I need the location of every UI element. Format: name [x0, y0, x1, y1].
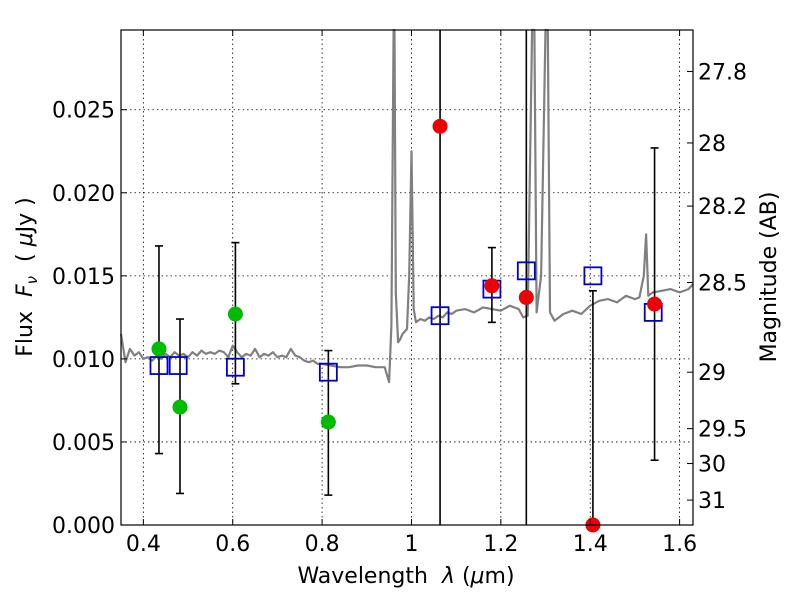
- y-tick-label: 0.020: [52, 182, 115, 207]
- y-tick-label: 0.025: [52, 99, 115, 124]
- y-tick-label: 0.010: [52, 348, 115, 373]
- observed-flux-point: [518, 289, 534, 305]
- observed-flux-points: [151, 118, 663, 533]
- y-tick-label: 0.005: [52, 431, 115, 456]
- model-photometry-point: [149, 356, 169, 375]
- model-photometry-point: [583, 266, 603, 286]
- observed-flux-point: [432, 118, 448, 134]
- y2-tick-label: 27.8: [698, 61, 747, 86]
- x-tick-label: 0.4: [126, 532, 161, 557]
- model-photometry-point: [516, 261, 536, 281]
- model-photometry-point: [168, 356, 188, 375]
- observed-flux-point: [151, 341, 167, 357]
- y2-tick-label: 30: [698, 453, 726, 478]
- y2-tick-label: 29: [698, 361, 726, 386]
- y2-tick-label: 31: [698, 489, 726, 514]
- x-tick-label: 1.4: [573, 532, 608, 557]
- model-photometry-point: [430, 306, 450, 326]
- y-tick-label: 0.015: [52, 265, 115, 290]
- y2-tick-label: 28: [698, 132, 726, 157]
- model-photometry-point: [225, 357, 245, 377]
- observed-flux-point: [484, 278, 500, 294]
- observed-flux-point: [647, 296, 663, 312]
- axis-ticks: 0.4 0.6 0.8 1 1.2 1.4 1.6 0.000 0.005 0.010 0.015 0…: [52, 30, 747, 557]
- y2-tick-label: 29.5: [698, 418, 747, 443]
- x-tick-label: 1.2: [483, 532, 518, 557]
- y2-tick-label: 28.2: [698, 195, 747, 220]
- plot-frame: [120, 29, 694, 526]
- model-photometry-point: [318, 362, 338, 382]
- x-tick-label: 1: [404, 532, 418, 557]
- grid: [121, 30, 693, 525]
- y-tick-label: 0.000: [52, 514, 115, 539]
- x-tick-label: 1.6: [662, 532, 697, 557]
- x-tick-label: 0.6: [215, 532, 250, 557]
- x-axis-title: Wavelength λ (μm): [297, 564, 514, 589]
- observed-flux-point: [227, 306, 243, 322]
- y2-axis-title: Magnitude (AB): [757, 192, 782, 363]
- x-tick-label: 0.8: [305, 532, 340, 557]
- y2-tick-label: 28.5: [698, 271, 747, 296]
- observed-flux-point: [172, 399, 188, 415]
- observed-flux-point: [320, 414, 336, 430]
